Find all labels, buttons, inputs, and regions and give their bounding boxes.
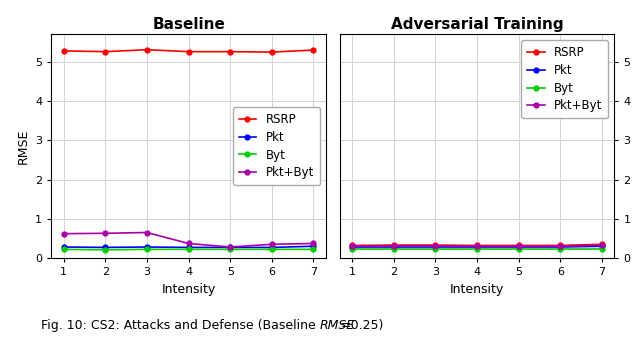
Pkt+Byt bbox=[185, 241, 193, 246]
RSRP bbox=[310, 48, 317, 52]
RSRP bbox=[473, 244, 481, 248]
Byt bbox=[473, 247, 481, 251]
Line: RSRP: RSRP bbox=[349, 242, 604, 248]
Byt bbox=[143, 247, 151, 251]
Byt bbox=[268, 247, 276, 251]
Pkt+Byt bbox=[348, 244, 356, 248]
RSRP bbox=[515, 244, 522, 248]
Pkt+Byt bbox=[390, 244, 397, 248]
Pkt+Byt bbox=[143, 230, 151, 235]
Pkt+Byt bbox=[473, 244, 481, 248]
RSRP bbox=[102, 50, 109, 54]
RSRP bbox=[143, 47, 151, 52]
Byt bbox=[60, 247, 68, 251]
Byt bbox=[556, 247, 564, 251]
Title: Baseline: Baseline bbox=[152, 17, 225, 32]
Line: Pkt: Pkt bbox=[61, 244, 316, 250]
Legend: RSRP, Pkt, Byt, Pkt+Byt: RSRP, Pkt, Byt, Pkt+Byt bbox=[233, 107, 320, 185]
Pkt bbox=[515, 245, 522, 249]
RSRP bbox=[185, 50, 193, 54]
Pkt+Byt bbox=[268, 242, 276, 246]
RSRP bbox=[60, 49, 68, 53]
Pkt bbox=[598, 244, 605, 248]
Pkt bbox=[390, 245, 397, 249]
Line: Byt: Byt bbox=[349, 247, 604, 252]
Pkt+Byt bbox=[227, 245, 234, 249]
Pkt bbox=[227, 245, 234, 249]
Y-axis label: RMSE: RMSE bbox=[17, 129, 29, 164]
Pkt+Byt bbox=[310, 241, 317, 246]
Pkt+Byt bbox=[60, 232, 68, 236]
RSRP bbox=[598, 242, 605, 246]
RSRP bbox=[556, 244, 564, 248]
Line: Pkt: Pkt bbox=[349, 244, 604, 249]
Byt bbox=[431, 247, 439, 251]
Pkt+Byt bbox=[598, 243, 605, 247]
Legend: RSRP, Pkt, Byt, Pkt+Byt: RSRP, Pkt, Byt, Pkt+Byt bbox=[521, 40, 609, 118]
Pkt bbox=[268, 245, 276, 249]
Pkt bbox=[348, 245, 356, 249]
Line: Pkt+Byt: Pkt+Byt bbox=[349, 243, 604, 249]
X-axis label: Intensity: Intensity bbox=[450, 282, 504, 295]
Text: =0.25): =0.25) bbox=[340, 319, 384, 332]
RSRP bbox=[227, 50, 234, 54]
RSRP bbox=[390, 243, 397, 247]
Pkt bbox=[60, 245, 68, 249]
Pkt+Byt bbox=[431, 244, 439, 248]
Title: Adversarial Training: Adversarial Training bbox=[391, 17, 563, 32]
Byt bbox=[102, 248, 109, 252]
Pkt bbox=[556, 245, 564, 249]
Pkt bbox=[185, 245, 193, 249]
Pkt bbox=[473, 245, 481, 249]
Byt bbox=[390, 247, 397, 251]
Pkt+Byt bbox=[102, 231, 109, 235]
Pkt bbox=[143, 245, 151, 249]
Pkt bbox=[102, 245, 109, 249]
Byt bbox=[348, 247, 356, 251]
Byt bbox=[310, 247, 317, 251]
RSRP bbox=[431, 243, 439, 247]
Line: Byt: Byt bbox=[61, 247, 316, 252]
Line: Pkt+Byt: Pkt+Byt bbox=[61, 230, 316, 249]
Text: RMSE: RMSE bbox=[320, 319, 355, 332]
X-axis label: Intensity: Intensity bbox=[161, 282, 216, 295]
RSRP bbox=[268, 50, 276, 54]
Text: Fig. 10: CS2: Attacks and Defense (Baseline: Fig. 10: CS2: Attacks and Defense (Basel… bbox=[41, 319, 320, 332]
Byt bbox=[185, 247, 193, 251]
Byt bbox=[227, 247, 234, 251]
Pkt bbox=[431, 245, 439, 249]
RSRP bbox=[348, 244, 356, 248]
Pkt bbox=[310, 244, 317, 248]
Byt bbox=[515, 247, 522, 251]
Byt bbox=[598, 247, 605, 251]
Pkt+Byt bbox=[515, 244, 522, 248]
Pkt+Byt bbox=[556, 244, 564, 248]
Line: RSRP: RSRP bbox=[61, 47, 316, 54]
